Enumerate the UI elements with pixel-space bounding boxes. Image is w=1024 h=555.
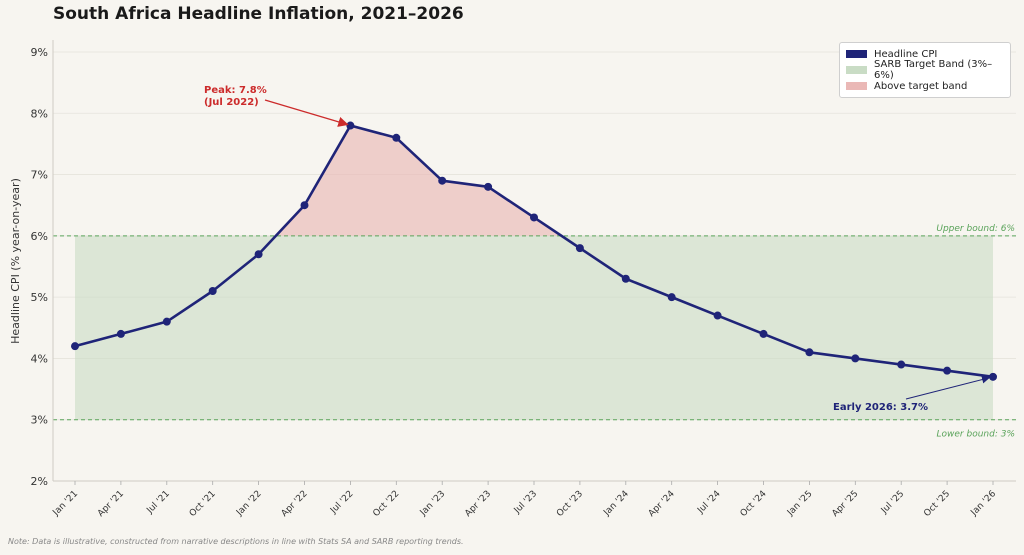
x-tick-label: Oct '22 [371,489,401,519]
data-point [162,317,171,326]
legend-swatch-above [846,82,867,90]
data-point [713,311,722,320]
y-tick-label: 5% [31,291,48,304]
target-band-fill [75,235,993,420]
data-point [392,133,401,142]
y-tick-label: 9% [31,46,48,59]
data-point [71,342,79,351]
data-point [575,244,584,253]
x-tick-label: Jul '24 [695,489,723,517]
data-point [897,360,906,369]
data-point [621,274,630,283]
legend-swatch-band [846,66,867,74]
x-tick-label: Apr '23 [463,489,493,519]
data-point [530,213,538,222]
footnote: Note: Data is illustrative, constructed … [8,537,464,546]
y-axis-label: Headline CPI (% year-on-year) [9,178,22,344]
x-tick-label: Apr '22 [280,489,310,519]
y-tick-label: 7% [31,169,48,182]
x-tick-label: Apr '24 [647,489,677,519]
x-tick-label: Apr '25 [830,489,860,519]
legend-item-above: Above target band [846,78,1004,94]
data-point [943,366,952,375]
y-tick-label: 2% [31,475,48,488]
chart-title: South Africa Headline Inflation, 2021–20… [53,4,464,24]
legend-label-cpi: Headline CPI [874,48,938,60]
series-headline-cpi [71,121,997,381]
legend-label-above: Above target band [874,80,968,92]
x-tick-label: Oct '23 [555,489,585,519]
x-tick-label: Jan '21 [51,489,80,518]
x-tick-label: Jul '23 [512,489,539,516]
x-tick-label: Jan '23 [418,489,447,518]
x-tick-label: Jul '22 [328,489,355,516]
lower-bound-label: Lower bound: 3% [937,430,1016,440]
data-point [805,348,814,357]
latest-label: Early 2026: 3.7% [833,402,928,413]
data-point [759,329,768,338]
x-tick-label: Apr '21 [96,489,126,519]
data-point [989,372,997,381]
data-point [484,182,493,191]
peak-arrow [264,99,349,127]
x-tick-label: Jul '21 [145,489,172,516]
x-tick-label: Jan '24 [601,489,631,519]
x-tick-label: Oct '24 [739,489,769,519]
data-point [300,201,309,210]
x-tick-label: Jul '25 [879,489,906,516]
legend-item-band: SARB Target Band (3%–6%) [846,59,1004,81]
data-point [438,176,447,185]
data-point [667,293,676,302]
y-tick-label: 4% [31,352,48,365]
upper-bound-label: Upper bound: 6% [936,224,1015,234]
data-point [851,354,860,363]
annotations: Peak: 7.8%(Jul 2022) Early 2026: 3.7% [204,85,990,413]
peak-label-line2: (Jul 2022) [204,97,259,108]
legend-item-cpi: Headline CPI [846,46,1004,62]
y-tick-label: 3% [31,414,48,427]
latest-arrow [905,375,990,400]
target-bounds: Upper bound: 6% Lower bound: 3% [53,224,1016,440]
x-tick-label: Oct '25 [922,489,952,519]
y-tick-label: 8% [31,107,48,120]
data-point [346,121,355,130]
data-point [254,250,263,259]
peak-label-line1: Peak: 7.8% [204,85,267,96]
data-point [208,287,217,296]
data-point [116,329,125,338]
legend: Headline CPI SARB Target Band (3%–6%) Ab… [839,42,1011,98]
legend-label-band: SARB Target Band (3%–6%) [874,59,993,81]
legend-swatch-cpi [846,50,867,58]
x-tick-label: Jan '22 [234,489,263,518]
x-tick-label: Oct '21 [188,489,218,519]
x-tick-label: Jan '26 [969,489,999,519]
x-tick-label: Jan '25 [785,489,814,518]
y-tick-label: 6% [31,230,48,243]
